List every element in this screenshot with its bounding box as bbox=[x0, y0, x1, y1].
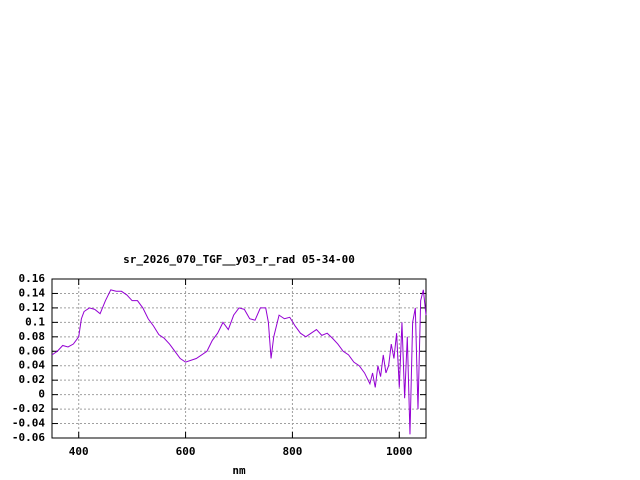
plot-border bbox=[51, 278, 427, 439]
x-tick-label: 800 bbox=[282, 445, 302, 458]
y-tick-label: 0.04 bbox=[19, 359, 46, 372]
y-tick-label: 0.12 bbox=[19, 301, 46, 314]
y-tick-label: -0.04 bbox=[12, 417, 45, 430]
y-tick-label: -0.02 bbox=[12, 402, 45, 415]
y-tick-label: 0.16 bbox=[19, 272, 46, 285]
data-line bbox=[51, 289, 427, 435]
y-tick-label: 0.08 bbox=[19, 330, 46, 343]
x-tick-label: 400 bbox=[69, 445, 89, 458]
y-tick-label: 0.14 bbox=[19, 286, 46, 299]
y-tick-label: 0.02 bbox=[19, 373, 46, 386]
y-tick-label: 0 bbox=[38, 388, 45, 401]
x-tick-label: 1000 bbox=[386, 445, 413, 458]
y-tick-label: 0.06 bbox=[19, 344, 46, 357]
x-tick-label: 600 bbox=[176, 445, 196, 458]
y-tick-label: -0.06 bbox=[12, 431, 45, 444]
y-tick-label: 0.1 bbox=[25, 315, 45, 328]
x-axis-label: nm bbox=[232, 464, 246, 477]
chart-title: sr_2026_070_TGF__y03_r_rad 05-34-00 bbox=[123, 253, 355, 266]
